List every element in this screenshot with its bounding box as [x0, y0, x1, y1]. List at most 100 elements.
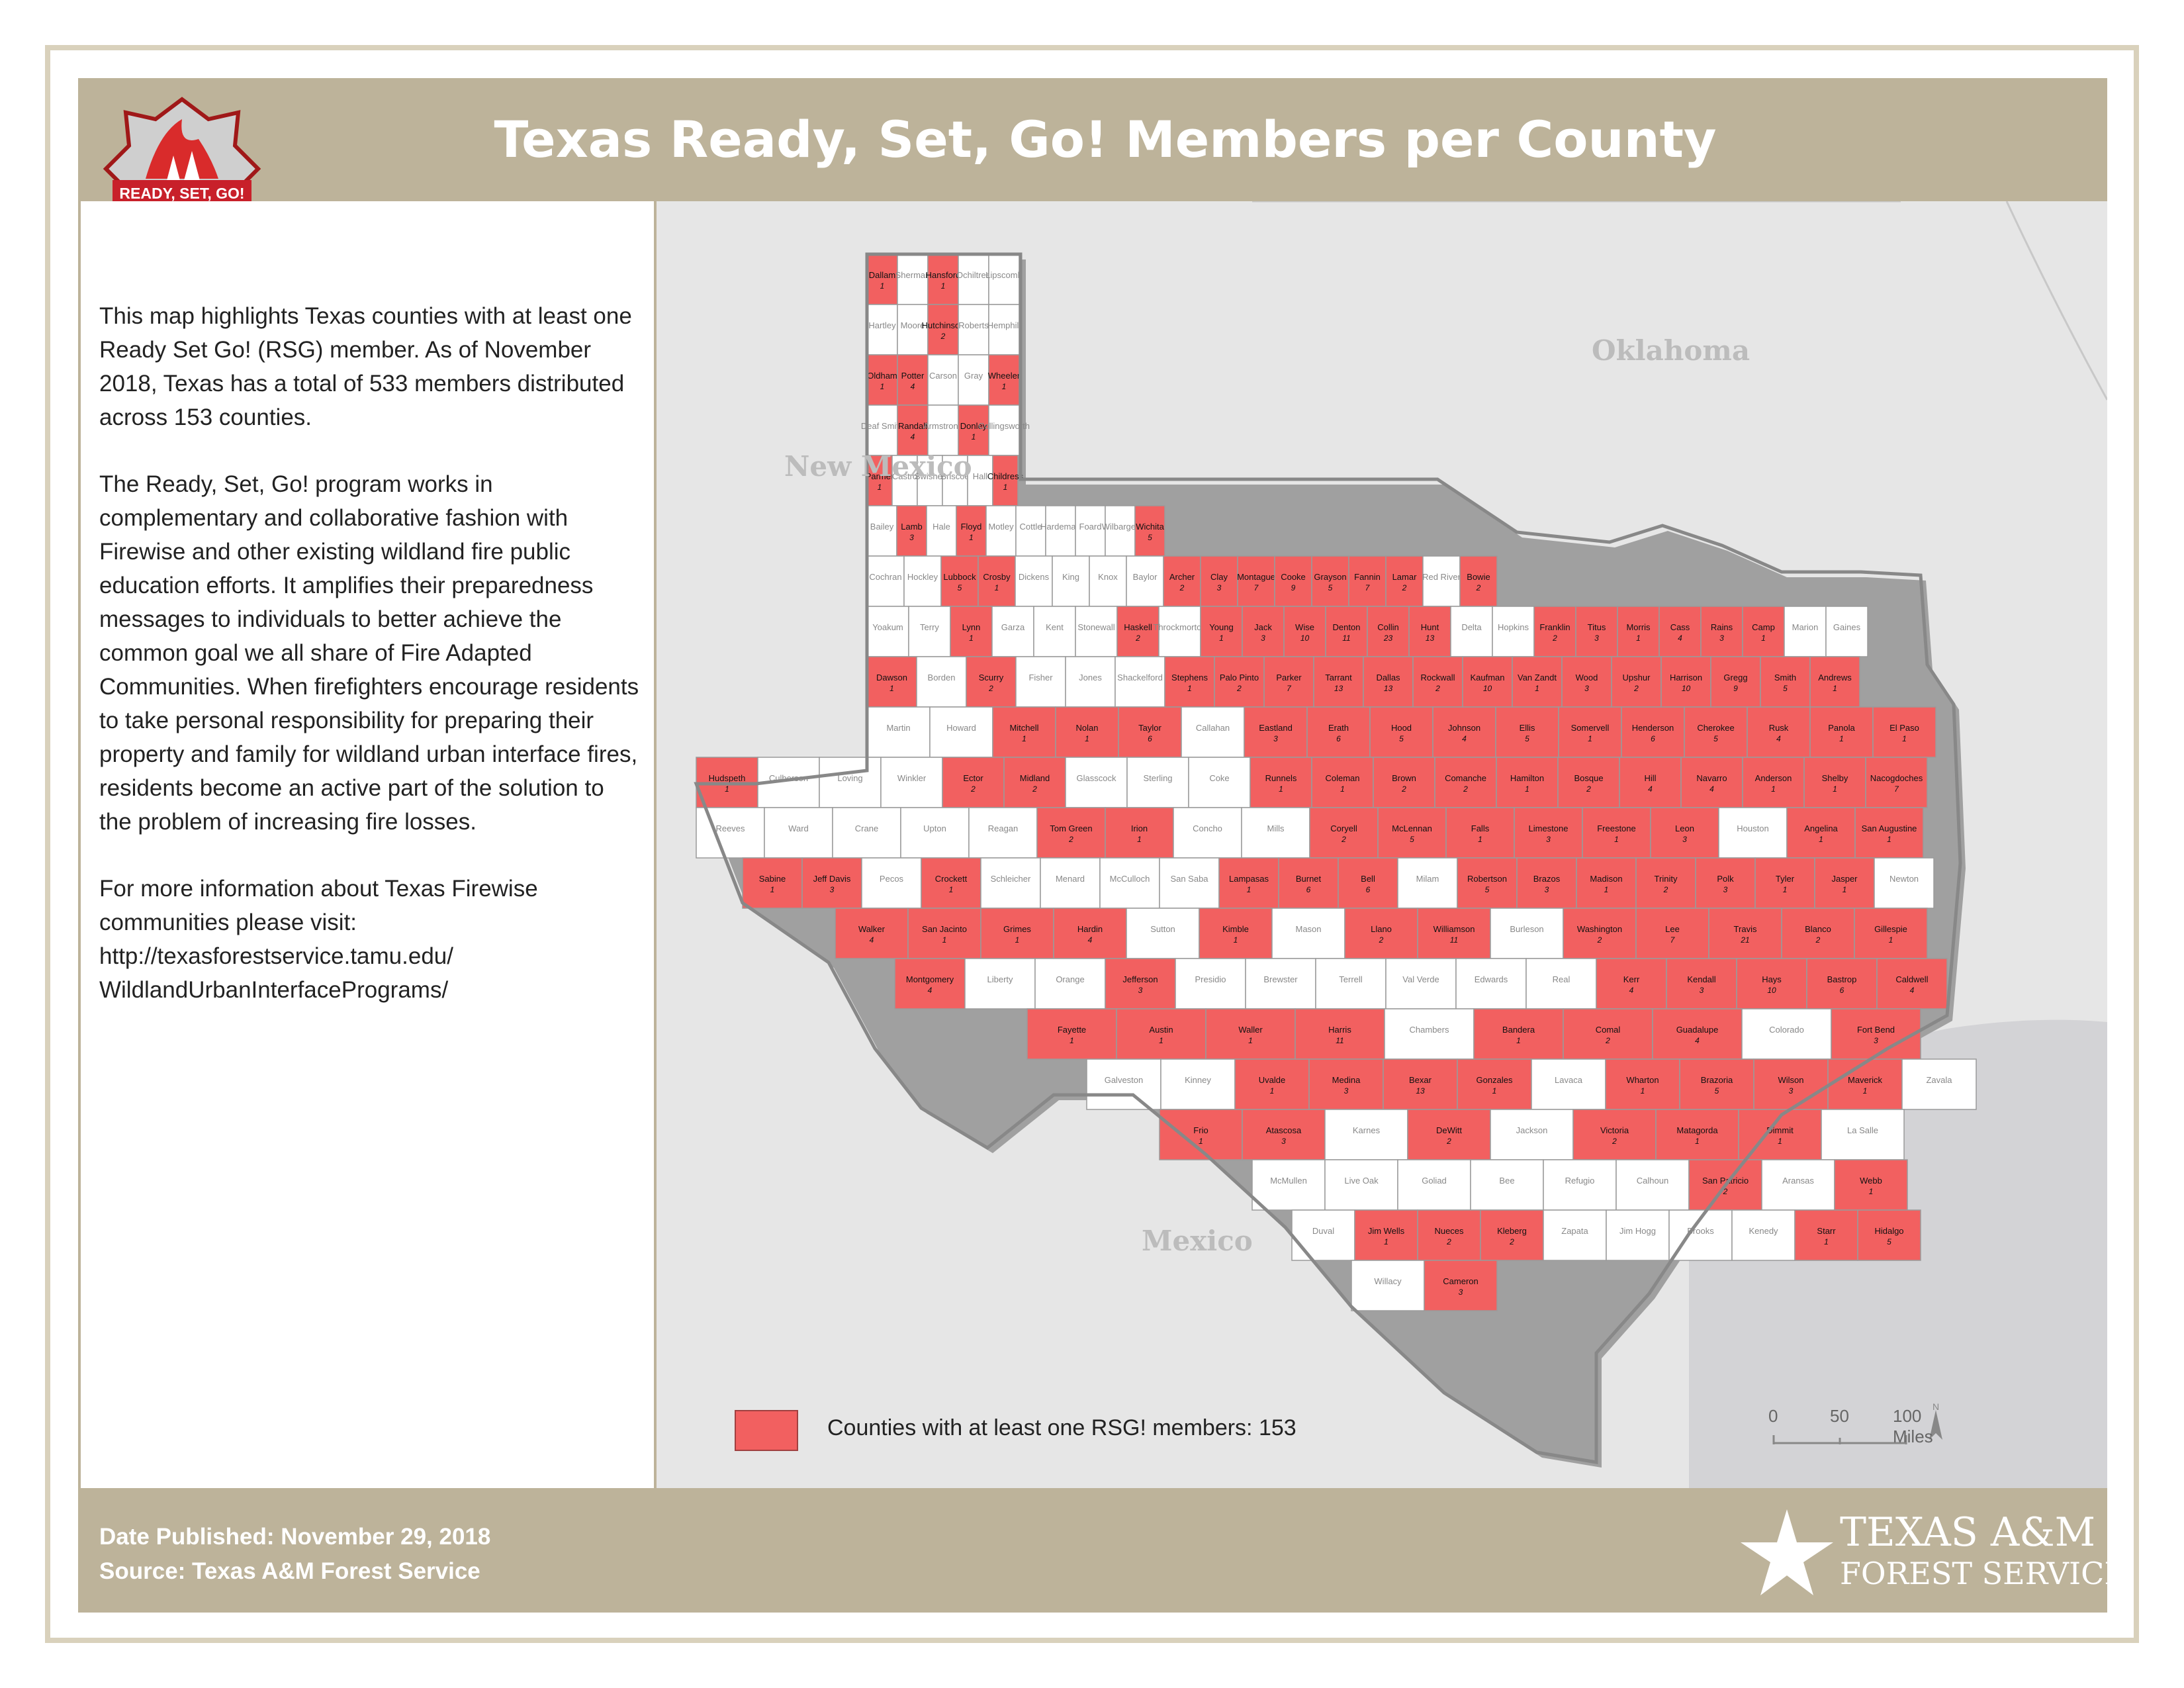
county-member-count: 1 — [1887, 835, 1891, 844]
county-shape — [1158, 606, 1201, 657]
county-kenedy: Kenedy — [1731, 1209, 1796, 1261]
county-shape — [1831, 1008, 1921, 1060]
county-member-count: 2 — [1179, 583, 1185, 592]
county-name: Callahan — [1196, 723, 1230, 733]
county-name: McMullen — [1270, 1176, 1307, 1186]
county-name: Maverick — [1848, 1075, 1883, 1085]
county-member-count: 2 — [988, 684, 993, 693]
county-name: Erath — [1328, 723, 1349, 733]
county-live-oak: Live Oak — [1324, 1159, 1398, 1211]
county-shape — [1557, 757, 1620, 808]
county-name: Foard — [1079, 522, 1102, 532]
county-member-count: 5 — [1887, 1237, 1891, 1246]
county-name: Colorado — [1769, 1025, 1804, 1035]
county-red-river: Red River — [1422, 555, 1461, 607]
county-name: Jack — [1254, 622, 1272, 632]
county-member-count: 1 — [1234, 935, 1238, 945]
county-member-count: 1 — [995, 583, 999, 592]
county-name: Limestone — [1529, 823, 1569, 833]
county-roberts: Roberts — [958, 304, 989, 355]
county-member-count: 1 — [1636, 633, 1641, 643]
county-shape — [968, 807, 1038, 859]
county-member-count: 1 — [1248, 1036, 1253, 1045]
county-shape — [1118, 706, 1182, 758]
county-name: Smith — [1774, 673, 1796, 682]
county-name: Frio — [1193, 1125, 1208, 1135]
county-member-count: 1 — [1588, 734, 1592, 743]
county-name: El Paso — [1889, 723, 1919, 733]
county-member-count: 1 — [1833, 684, 1837, 693]
county-shape — [1126, 555, 1164, 607]
county-name: Matagorda — [1676, 1125, 1718, 1135]
county-member-count: 1 — [880, 281, 885, 291]
county-member-count: 10 — [1767, 986, 1776, 995]
county-member-count: 1 — [1279, 784, 1283, 794]
county-name: Crosby — [983, 572, 1011, 582]
county-name: Kimble — [1222, 924, 1249, 934]
county-zapata: Zapata — [1543, 1209, 1607, 1261]
county-shape — [1417, 1209, 1481, 1261]
county-shape — [764, 807, 833, 859]
county-shape — [1052, 555, 1090, 607]
county-shape — [1338, 857, 1398, 909]
county-name: La Salle — [1847, 1125, 1878, 1135]
county-member-count: 4 — [911, 382, 915, 391]
county-shape — [1747, 706, 1811, 758]
county-name: Jefferson — [1122, 974, 1158, 984]
county-name: Swisher — [915, 471, 946, 481]
header-bar — [78, 78, 2107, 201]
county-shape — [916, 656, 967, 708]
tree-icon — [183, 151, 201, 185]
county-willacy: Willacy — [1351, 1260, 1425, 1311]
county-shape — [927, 304, 959, 355]
county-member-count: 4 — [1709, 784, 1714, 794]
county-shape — [897, 304, 929, 355]
county-shape — [1516, 857, 1577, 909]
county-shape — [1512, 656, 1563, 708]
county-freestone: Freestone 1 — [1582, 807, 1651, 859]
county-name: Lee — [1665, 924, 1680, 934]
county-name: Randall — [898, 421, 927, 431]
county-member-count: 2 — [1446, 1137, 1451, 1146]
county-shape — [1496, 757, 1559, 808]
county-shape — [1434, 757, 1497, 808]
county-hall: Hall — [967, 455, 993, 506]
county-name: Hansford — [926, 270, 961, 280]
county-name: Baylor — [1133, 572, 1158, 582]
county-parmer: Parmer 1 — [866, 455, 894, 506]
county-shape — [1605, 1058, 1680, 1110]
county-shape — [1003, 757, 1066, 808]
county-name: Falls — [1471, 823, 1490, 833]
county-name: Knox — [1098, 572, 1118, 582]
county-member-count: 1 — [1247, 885, 1251, 894]
county-name: Jim Wells — [1368, 1226, 1405, 1236]
county-name: Haskell — [1124, 622, 1152, 632]
county-name: Rains — [1711, 622, 1733, 632]
county-shape — [1383, 1058, 1458, 1110]
county-member-count: 4 — [1695, 1036, 1700, 1045]
county-member-count: 3 — [1789, 1086, 1794, 1096]
county-shape — [1278, 857, 1339, 909]
county-name: Midland — [1020, 773, 1050, 783]
county-shape — [1794, 1209, 1858, 1261]
county-mcmullen: McMullen — [1251, 1159, 1326, 1211]
county-member-count: 4 — [1462, 734, 1467, 743]
county-name: Cherokee — [1697, 723, 1734, 733]
county-shape — [832, 807, 901, 859]
